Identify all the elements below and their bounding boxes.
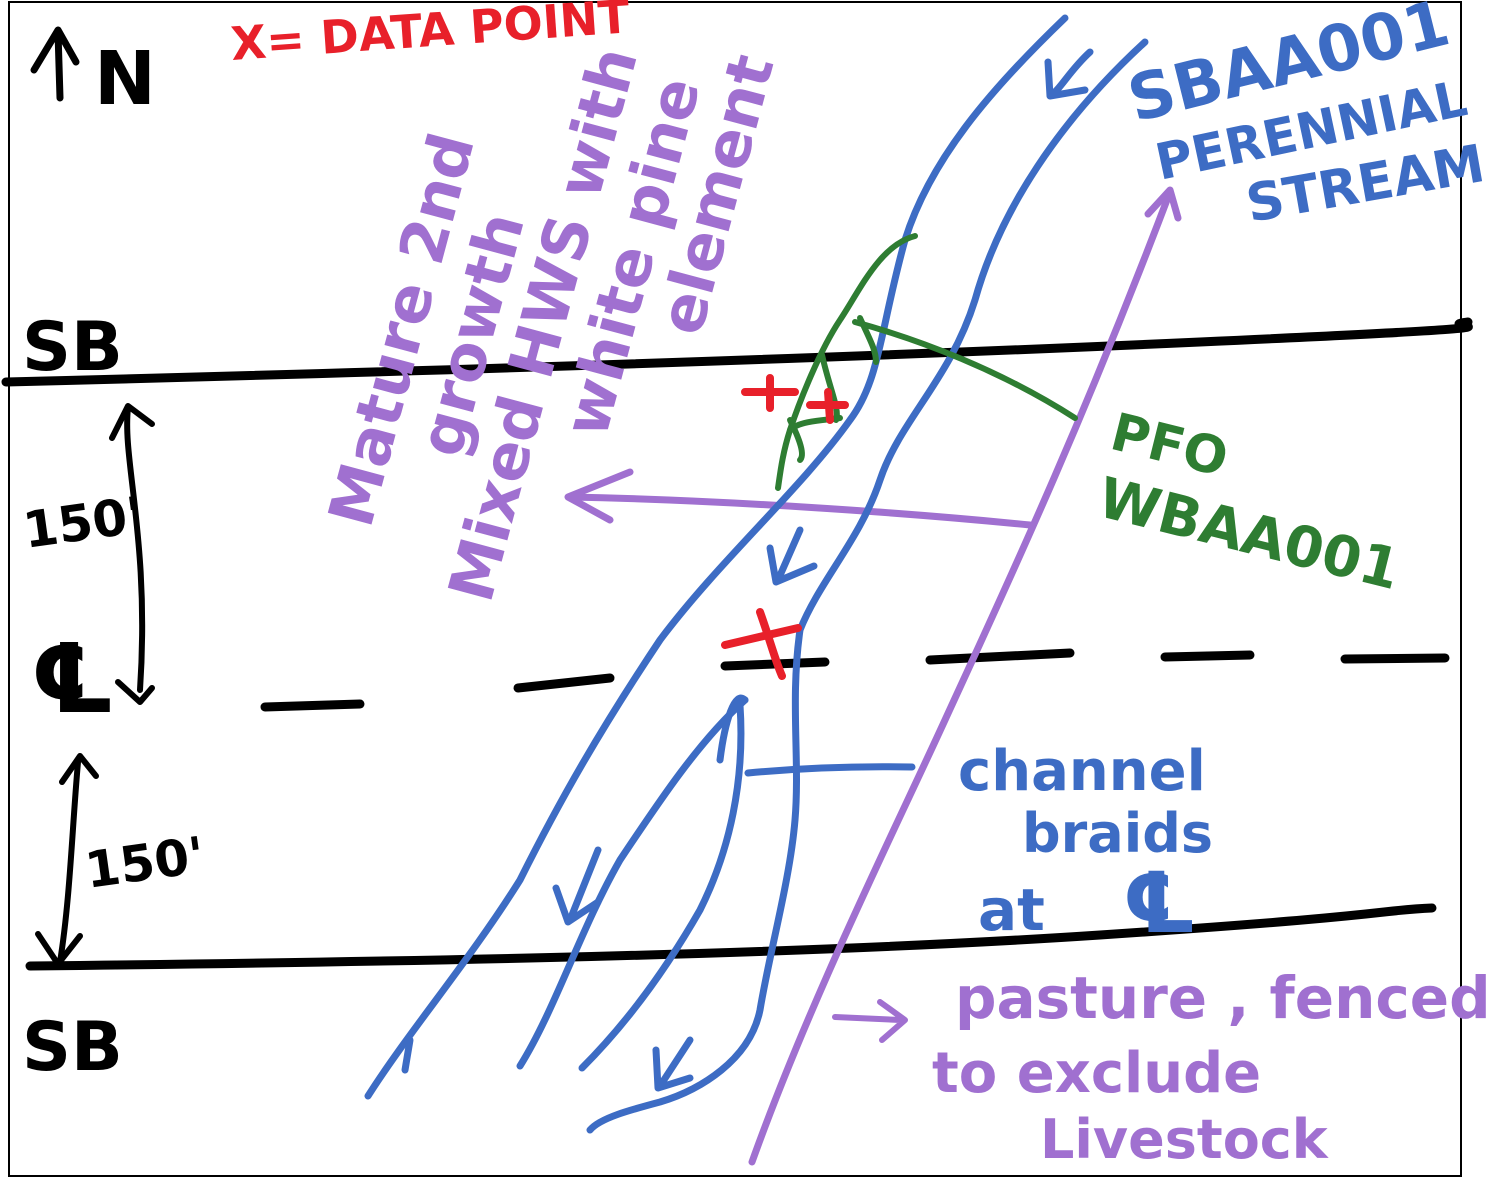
north-arrow-icon (30, 26, 80, 102)
pasture-label-line-3: Livestock (1040, 1108, 1329, 1171)
centerline-symbol: ℄ (30, 623, 116, 735)
stream-bank-east (586, 38, 1149, 1134)
braids-label-line-1: channel (958, 739, 1206, 804)
data-point-markers (721, 374, 849, 680)
frame-border (8, 1, 1462, 1177)
legend-text: X= DATA POINT (229, 0, 632, 71)
pasture-label: pasture , fenced to exclude Livestock (932, 964, 1491, 1171)
braids-label: channel braids at ℄ (958, 739, 1213, 952)
wetland-outline (775, 233, 1078, 491)
north-label: N (94, 36, 156, 122)
data-point-2 (806, 388, 849, 424)
forest-pointer-arrow (564, 468, 1034, 529)
forest-label: Mature 2nd growth Mixed HWS with white p… (314, 40, 788, 609)
data-point-1 (741, 374, 799, 412)
stream-leader-arrow-head (1144, 186, 1182, 222)
pasture-pointer-arrow (832, 999, 908, 1043)
study-boundary-top-line (1, 317, 1473, 387)
stream-channel (364, 14, 1149, 1134)
braids-centerline-symbol: ℄ (1122, 854, 1197, 952)
study-boundary-bottom-line (25, 903, 1437, 971)
stream-leader-line (748, 188, 1174, 1166)
distance-arrow-upper (109, 403, 155, 705)
braids-label-line-3: at (978, 876, 1045, 944)
distance-lower-label: 150' (82, 826, 209, 900)
wetland-label: PFO WBAA001 (1092, 402, 1407, 603)
stream-braid-marker-line (744, 763, 916, 777)
stream-braid-west (516, 696, 749, 1070)
pasture-label-line-1: pasture , fenced (955, 964, 1491, 1032)
flow-arrow-lower-right (652, 1036, 694, 1092)
braids-label-line-2: braids (1022, 802, 1213, 865)
stream-braid-inner (578, 701, 745, 1072)
centerline-dashes (260, 648, 1450, 712)
distance-upper-label: 150' (20, 486, 147, 560)
wetland-label-line-2: WBAA001 (1092, 466, 1407, 604)
distance-arrow-lower (35, 753, 99, 967)
pasture-label-line-2: to exclude (932, 1041, 1261, 1106)
flow-arrow-top (1044, 48, 1094, 100)
flow-arrow-lower-left (552, 846, 602, 926)
stream-small-tick (401, 1036, 414, 1074)
stream-bank-west (364, 14, 1069, 1100)
sb-bottom-label: SB (22, 1008, 123, 1087)
flow-arrows (552, 48, 1094, 1092)
sb-top-label: SB (22, 308, 123, 387)
flow-arrow-middle (766, 526, 818, 586)
stream-braid-top (716, 694, 749, 764)
data-point-centerline (721, 608, 802, 680)
